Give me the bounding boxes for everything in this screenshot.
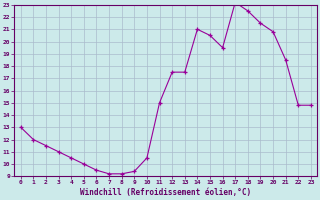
X-axis label: Windchill (Refroidissement éolien,°C): Windchill (Refroidissement éolien,°C) (80, 188, 252, 197)
